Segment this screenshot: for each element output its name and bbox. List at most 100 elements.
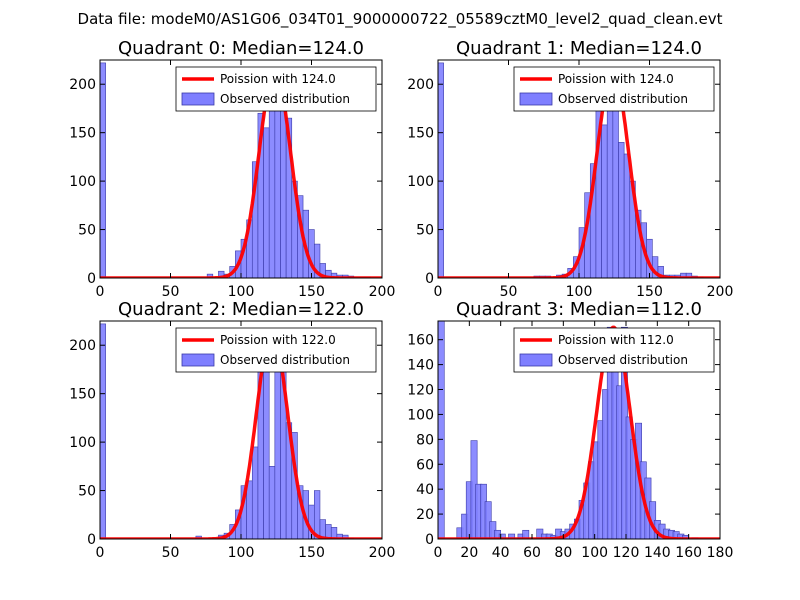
x-tick-label: 0 [96,284,105,300]
y-tick-label: 160 [407,333,434,349]
y-tick-label: 60 [416,457,434,473]
x-tick-label: 150 [636,284,663,300]
legend-line-label: Poission with 112.0 [558,333,674,347]
legend-bars-label: Observed distribution [558,353,688,367]
subplot-quadrant-1: Quadrant 1: Median=124.0 0 50 100 150 200 0 50 1… [407,38,733,300]
y-tick-label: 200 [407,77,434,93]
figure-title: Data file: modeM0/AS1G06_034T01_90000007… [78,10,723,29]
legend-bar-swatch [519,92,553,106]
legend-bar-swatch [181,92,215,106]
histogram-bars [438,321,699,539]
y-tick-label: 80 [416,432,434,448]
y-tick-label: 150 [69,387,96,403]
histogram-bar [618,142,625,278]
x-tick-label: 60 [523,545,541,561]
legend: Poission with 124.0 Observed distribution [175,66,377,112]
histogram-bar [508,533,516,539]
subplot-title: Quadrant 2: Median=122.0 [118,299,364,320]
y-tick-label: 150 [407,126,434,142]
x-tick-label: 200 [707,284,734,300]
x-tick-label: 50 [500,284,518,300]
y-tick-label: 50 [78,484,96,500]
x-tick-label: 150 [298,545,325,561]
legend: Poission with 124.0 Observed distribution [513,66,715,112]
y-tick-label: 100 [407,174,434,190]
x-tick-label: 20 [460,545,478,561]
y-tick-label: 0 [87,532,96,548]
legend-bar-swatch [181,353,215,367]
x-tick-label: 50 [162,545,180,561]
subplot-quadrant-2: Quadrant 2: Median=122.0 0 50 100 150 200 0 50 1… [69,299,395,561]
legend-line-label: Poission with 124.0 [220,72,336,86]
y-tick-label: 0 [87,271,96,287]
y-tick-label: 100 [407,407,434,423]
histogram-bar [206,273,214,278]
histogram-bar [484,501,492,539]
x-tick-label: 80 [554,545,572,561]
x-tick-label: 100 [581,545,608,561]
legend-line-label: Poission with 122.0 [220,333,336,347]
histogram-bar [263,127,270,278]
histogram-bar [623,153,631,278]
subplot-title: Quadrant 0: Median=124.0 [118,38,364,59]
histogram-bar [522,529,530,539]
x-tick-label: 0 [96,545,105,561]
histogram-bar [498,533,506,539]
histogram-bar [438,62,444,278]
histogram-bar [330,527,338,539]
y-tick-label: 40 [416,482,434,498]
y-tick-label: 20 [416,507,434,523]
y-tick-label: 200 [69,338,96,354]
y-tick-label: 150 [69,126,96,142]
axes-frame [437,320,721,540]
y-tick-label: 0 [425,532,434,548]
histogram-bar [100,62,106,278]
x-tick-label: 0 [434,284,443,300]
y-tick-label: 0 [425,271,434,287]
x-tick-label: 100 [566,284,593,300]
x-tick-label: 0 [434,545,443,561]
x-tick-label: 150 [298,284,325,300]
legend: Poission with 112.0 Observed distribution [513,327,715,373]
y-tick-label: 100 [69,435,96,451]
x-tick-label: 180 [707,545,734,561]
x-tick-label: 140 [644,545,671,561]
legend-bars-label: Observed distribution [220,92,350,106]
histogram-bar [601,124,608,278]
legend-line-label: Poission with 124.0 [558,72,674,86]
histogram-bar [342,534,349,539]
histogram-bar [268,93,276,278]
x-tick-label: 160 [675,545,702,561]
subplot-title: Quadrant 1: Median=124.0 [456,38,702,59]
legend-bar-swatch [519,353,553,367]
x-tick-label: 200 [369,545,396,561]
y-tick-label: 140 [407,358,434,374]
legend-bars-label: Observed distribution [558,92,688,106]
histogram-bar [100,323,106,539]
y-tick-label: 200 [69,77,96,93]
subplot-quadrant-3: Quadrant 3: Median=112.00 20 40 60 80 100 120 1… [407,299,733,561]
x-tick-label: 200 [369,284,396,300]
subplot-quadrant-0: Quadrant 0: Median=124.0 0 50 100 150 200 0 50 1… [69,38,395,300]
x-tick-label: 100 [228,284,255,300]
y-tick-label: 120 [407,383,434,399]
histogram-bar [246,480,253,539]
subplot-grid: Quadrant 0: Median=124.00 50 100 150 2000501… [69,38,733,561]
subplot-title: Quadrant 3: Median=112.0 [456,299,702,320]
histogram-bar [314,490,321,539]
histogram-bar [606,85,614,278]
histogram-bar [268,466,276,539]
legend: Poission with 122.0 Observed distribution [175,327,377,373]
x-tick-label: 120 [613,545,640,561]
x-tick-label: 50 [162,284,180,300]
x-tick-label: 40 [492,545,510,561]
y-tick-label: 100 [69,174,96,190]
histogram-bar [251,446,259,539]
histogram-bar [438,321,445,539]
legend-bars-label: Observed distribution [220,353,350,367]
y-tick-label: 50 [416,223,434,239]
histogram-bar [274,359,281,539]
y-tick-label: 50 [78,223,96,239]
x-tick-label: 100 [228,545,255,561]
